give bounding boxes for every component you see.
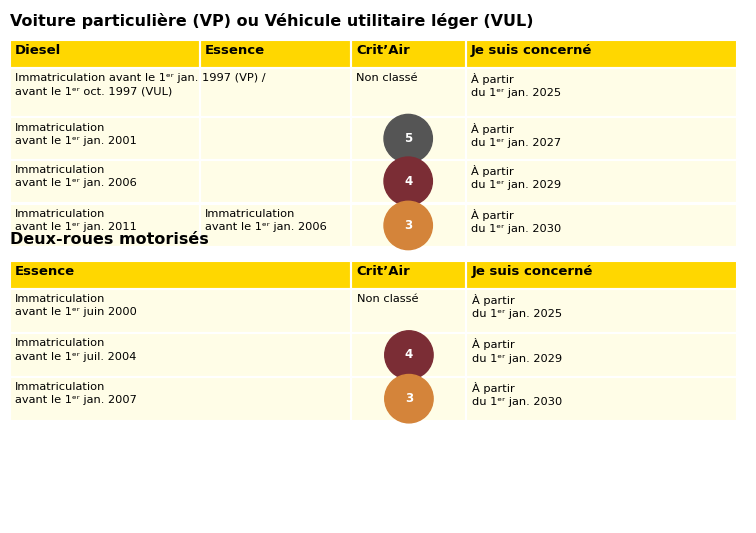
Text: 4: 4 xyxy=(404,349,413,361)
FancyBboxPatch shape xyxy=(352,377,466,421)
FancyBboxPatch shape xyxy=(200,68,351,117)
Text: Immatriculation
avant le 1ᵉʳ jan. 2006: Immatriculation avant le 1ᵉʳ jan. 2006 xyxy=(15,165,137,189)
Text: Non classé: Non classé xyxy=(357,294,418,304)
Text: Essence: Essence xyxy=(15,265,76,278)
FancyBboxPatch shape xyxy=(352,289,466,333)
FancyBboxPatch shape xyxy=(466,117,736,160)
Ellipse shape xyxy=(385,375,433,423)
FancyBboxPatch shape xyxy=(351,68,466,117)
FancyBboxPatch shape xyxy=(351,160,466,203)
FancyBboxPatch shape xyxy=(10,289,352,333)
Ellipse shape xyxy=(384,201,432,249)
Text: À partir
du 1ᵉʳ jan. 2029: À partir du 1ᵉʳ jan. 2029 xyxy=(471,165,561,190)
Text: À partir
du 1ᵉʳ jan. 2025: À partir du 1ᵉʳ jan. 2025 xyxy=(472,294,562,319)
FancyBboxPatch shape xyxy=(466,333,736,377)
Text: Je suis concerné: Je suis concerné xyxy=(471,44,592,56)
Text: À partir
du 1ᵉʳ jan. 2025: À partir du 1ᵉʳ jan. 2025 xyxy=(471,73,561,98)
Text: À partir
du 1ᵉʳ jan. 2030: À partir du 1ᵉʳ jan. 2030 xyxy=(472,382,562,407)
Text: À partir
du 1ᵉʳ jan. 2030: À partir du 1ᵉʳ jan. 2030 xyxy=(471,209,561,234)
Text: Immatriculation
avant le 1ᵉʳ jan. 2011: Immatriculation avant le 1ᵉʳ jan. 2011 xyxy=(15,209,137,232)
Text: Immatriculation
avant le 1ᵉʳ jan. 2006: Immatriculation avant le 1ᵉʳ jan. 2006 xyxy=(205,209,327,232)
FancyBboxPatch shape xyxy=(466,40,736,68)
Text: Crit’Air: Crit’Air xyxy=(357,265,411,278)
FancyBboxPatch shape xyxy=(466,289,736,333)
Text: Non classé: Non classé xyxy=(356,73,417,83)
FancyBboxPatch shape xyxy=(200,40,351,68)
Ellipse shape xyxy=(384,115,432,163)
FancyBboxPatch shape xyxy=(466,204,736,247)
FancyBboxPatch shape xyxy=(352,261,466,289)
Text: Essence: Essence xyxy=(205,44,265,56)
FancyBboxPatch shape xyxy=(10,261,352,289)
FancyBboxPatch shape xyxy=(10,204,200,247)
Text: Diesel: Diesel xyxy=(15,44,61,56)
FancyBboxPatch shape xyxy=(10,333,352,377)
Text: 3: 3 xyxy=(405,392,413,405)
Text: 3: 3 xyxy=(404,219,412,232)
FancyBboxPatch shape xyxy=(200,160,351,203)
FancyBboxPatch shape xyxy=(10,377,352,421)
FancyBboxPatch shape xyxy=(10,160,200,203)
FancyBboxPatch shape xyxy=(10,117,200,160)
FancyBboxPatch shape xyxy=(352,333,466,377)
Text: À partir
du 1ᵉʳ jan. 2027: À partir du 1ᵉʳ jan. 2027 xyxy=(471,123,561,148)
Text: Immatriculation
avant le 1ᵉʳ jan. 2001: Immatriculation avant le 1ᵉʳ jan. 2001 xyxy=(15,123,137,146)
Ellipse shape xyxy=(384,157,432,205)
FancyBboxPatch shape xyxy=(10,68,200,117)
Text: Crit’Air: Crit’Air xyxy=(356,44,410,56)
Text: 4: 4 xyxy=(404,175,412,188)
FancyBboxPatch shape xyxy=(10,40,200,68)
FancyBboxPatch shape xyxy=(466,377,736,421)
FancyBboxPatch shape xyxy=(466,160,736,203)
Text: Je suis concerné: Je suis concerné xyxy=(472,265,593,278)
FancyBboxPatch shape xyxy=(200,117,351,160)
FancyBboxPatch shape xyxy=(200,204,351,247)
Text: Immatriculation avant le 1ᵉʳ jan. 1997 (VP) /
avant le 1ᵉʳ oct. 1997 (VUL): Immatriculation avant le 1ᵉʳ jan. 1997 (… xyxy=(15,73,266,96)
FancyBboxPatch shape xyxy=(351,40,466,68)
FancyBboxPatch shape xyxy=(351,204,466,247)
Text: Voiture particulière (VP) ou Véhicule utilitaire léger (VUL): Voiture particulière (VP) ou Véhicule ut… xyxy=(10,13,533,29)
Ellipse shape xyxy=(385,331,433,379)
FancyBboxPatch shape xyxy=(351,117,466,160)
Text: Immatriculation
avant le 1ᵉʳ juil. 2004: Immatriculation avant le 1ᵉʳ juil. 2004 xyxy=(15,338,137,362)
Text: Deux-roues motorisés: Deux-roues motorisés xyxy=(10,232,209,247)
Text: Immatriculation
avant le 1ᵉʳ jan. 2007: Immatriculation avant le 1ᵉʳ jan. 2007 xyxy=(15,382,137,406)
Text: 5: 5 xyxy=(404,132,412,145)
Text: À partir
du 1ᵉʳ jan. 2029: À partir du 1ᵉʳ jan. 2029 xyxy=(472,338,562,364)
FancyBboxPatch shape xyxy=(466,68,736,117)
FancyBboxPatch shape xyxy=(466,261,736,289)
Text: Immatriculation
avant le 1ᵉʳ juin 2000: Immatriculation avant le 1ᵉʳ juin 2000 xyxy=(15,294,137,318)
